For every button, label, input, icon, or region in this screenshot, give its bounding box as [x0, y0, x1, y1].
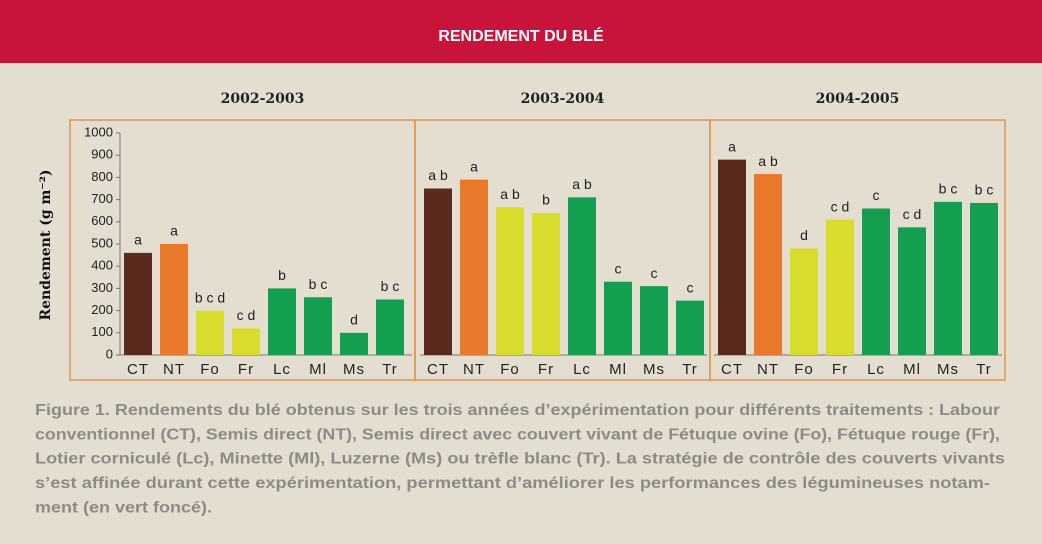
bar — [232, 328, 260, 355]
bar-annotation: c — [687, 279, 694, 295]
x-tick-label: Tr — [976, 361, 992, 378]
y-tick-label: 1000 — [84, 124, 113, 139]
bar-annotation: c — [651, 265, 658, 281]
x-tick-label: Fr — [832, 361, 848, 378]
bar-annotation: b c d — [195, 289, 225, 305]
x-tick-label: NT — [463, 361, 485, 378]
bar — [604, 281, 632, 355]
bar-annotation: d — [800, 227, 808, 243]
bar — [676, 300, 704, 355]
bar — [532, 212, 560, 355]
bar-annotation: b c — [381, 278, 400, 294]
bar — [124, 252, 152, 355]
bar-annotation: d — [350, 312, 358, 328]
bar — [754, 174, 782, 355]
bar-annotation: b c — [939, 181, 958, 197]
x-tick-label: Ml — [609, 361, 627, 378]
x-tick-label: Ms — [643, 361, 665, 378]
panel-title: 2003-2004 — [521, 91, 605, 107]
bar-annotation: c — [873, 187, 880, 203]
bar — [970, 202, 998, 355]
bar-annotation: a — [470, 158, 478, 174]
x-tick-label: CT — [721, 361, 743, 378]
bar-annotation: b — [278, 267, 286, 283]
bar — [340, 332, 368, 355]
y-tick-label: 500 — [91, 235, 113, 250]
x-tick-label: Lc — [273, 361, 291, 378]
bar — [568, 197, 596, 355]
panel-title: 2002-2003 — [221, 91, 305, 107]
bar — [196, 310, 224, 355]
bar — [304, 297, 332, 355]
bar-annotation: a b — [428, 167, 448, 183]
y-tick-label: 300 — [91, 280, 113, 295]
y-tick-label: 600 — [91, 213, 113, 228]
bar — [826, 219, 854, 355]
header-title: RENDEMENT DU BLÉ — [438, 26, 604, 45]
bar-annotation: a b — [572, 176, 592, 192]
bar — [376, 299, 404, 355]
x-tick-label: Lc — [573, 361, 591, 378]
x-tick-label: Fr — [538, 361, 554, 378]
bar-annotation: b — [542, 192, 550, 208]
x-tick-label: Tr — [682, 361, 698, 378]
bar-annotation: c — [615, 260, 622, 276]
bar — [268, 288, 296, 355]
bar — [790, 248, 818, 355]
bar-annotation: a — [728, 138, 736, 154]
bar — [424, 188, 452, 355]
y-tick-label: 0 — [106, 346, 113, 361]
x-tick-label: NT — [757, 361, 779, 378]
bar — [640, 286, 668, 355]
bar-annotation: b c — [309, 276, 328, 292]
bar — [718, 159, 746, 355]
bar-annotation: b c — [975, 182, 994, 198]
bar — [934, 201, 962, 355]
y-tick-label: 200 — [91, 302, 113, 317]
x-tick-label: CT — [127, 361, 149, 378]
x-tick-label: Fo — [500, 361, 520, 378]
y-tick-label: 900 — [91, 147, 113, 162]
bar — [898, 227, 926, 355]
bar — [460, 179, 488, 355]
caption-line: s’est affinée durant cette expérimentati… — [35, 475, 990, 492]
caption-line: Figure 1. Rendements du blé obtenus sur … — [35, 402, 1000, 419]
x-tick-label: Fo — [200, 361, 220, 378]
bar-annotation: a — [170, 223, 178, 239]
x-tick-label: Ml — [309, 361, 327, 378]
bar-annotation: c d — [237, 307, 256, 323]
caption-line: Lotier corniculé (Lc), Minette (Ml), Luz… — [35, 451, 1005, 468]
bar — [862, 208, 890, 355]
y-tick-label: 800 — [91, 169, 113, 184]
x-tick-label: Tr — [382, 361, 398, 378]
x-tick-label: NT — [163, 361, 185, 378]
header-band — [0, 0, 1042, 63]
panel-frame — [709, 119, 1006, 381]
caption-line: conventionnel (CT), Semis direct (NT), S… — [35, 426, 1000, 443]
x-tick-label: Ml — [903, 361, 921, 378]
bar — [160, 244, 188, 355]
x-tick-label: Fo — [794, 361, 814, 378]
bar — [496, 207, 524, 355]
y-tick-label: 400 — [91, 258, 113, 273]
bar-annotation: a b — [758, 153, 778, 169]
bar-annotation: a — [134, 232, 142, 248]
y-tick-label: 700 — [91, 191, 113, 206]
x-tick-label: Ms — [343, 361, 365, 378]
x-tick-label: Lc — [867, 361, 885, 378]
caption-line: ment (en vert foncé). — [35, 499, 212, 516]
bar-annotation: a b — [500, 186, 520, 202]
y-tick-label: 100 — [91, 324, 113, 339]
x-tick-label: CT — [427, 361, 449, 378]
y-axis-label: Rendement (g m⁻²) — [38, 170, 54, 321]
panel-title: 2004-2005 — [816, 91, 900, 107]
bar-annotation: c d — [903, 206, 922, 222]
x-tick-label: Fr — [238, 361, 254, 378]
bar-annotation: c d — [831, 198, 850, 214]
x-tick-label: Ms — [937, 361, 959, 378]
